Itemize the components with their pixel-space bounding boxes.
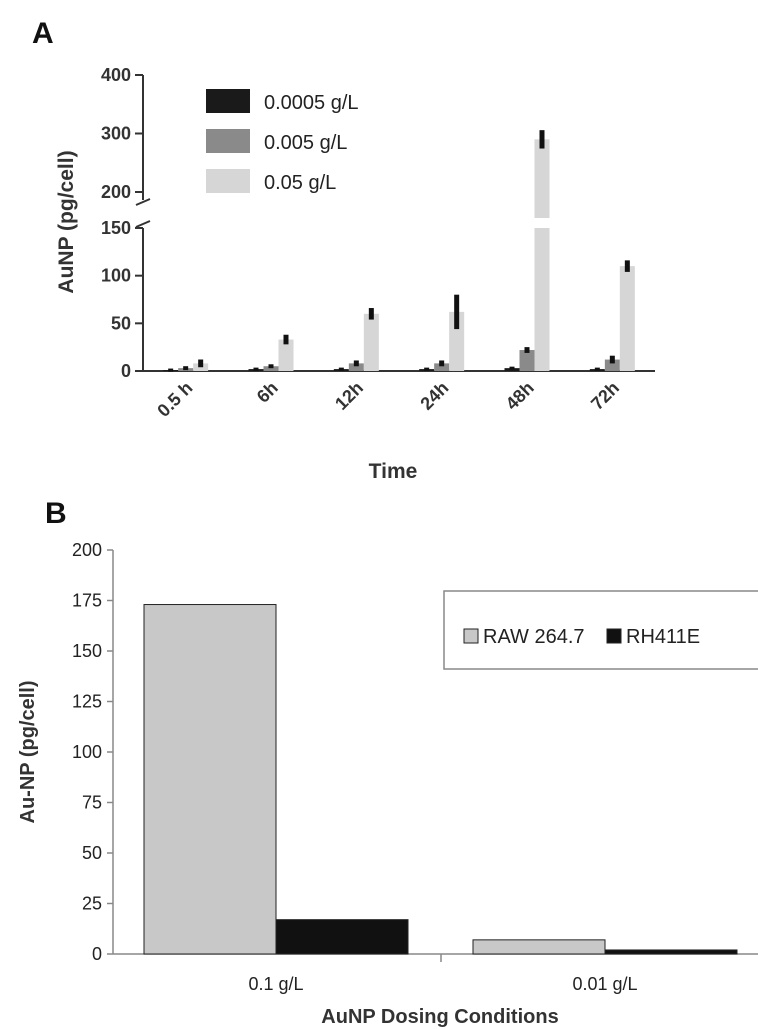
panel-b-label: B xyxy=(45,497,67,530)
legend-label-0-05-g-l: 0.05 g/L xyxy=(264,172,336,194)
bar-0-005-g-l-12h xyxy=(348,363,364,371)
y-tick-label: 200 xyxy=(101,182,131,202)
legend-swatch-0-0005-g-l xyxy=(206,89,250,113)
x-tick-label: 0.01 g/L xyxy=(572,974,637,994)
legend-label-raw-264-7: RAW 264.7 xyxy=(483,626,585,648)
y-tick-label: 100 xyxy=(101,266,131,286)
bar-rh411e-0-1-g-l xyxy=(275,919,409,955)
legend-swatch-raw-264-7 xyxy=(463,628,479,644)
error-bar xyxy=(509,366,515,370)
y-tick-label: 300 xyxy=(101,124,131,144)
error-bar xyxy=(253,367,259,371)
bar-0-005-g-l-6h xyxy=(263,366,279,371)
bar-0-005-g-l-72h xyxy=(604,359,620,371)
bar-0-05-g-l-6h xyxy=(278,339,294,371)
bar-0-05-g-l-48h xyxy=(534,228,550,371)
legend-label-0-005-g-l: 0.005 g/L xyxy=(264,132,347,154)
x-tick-label: 6h xyxy=(253,378,282,407)
bar-0-005-g-l-48h xyxy=(519,350,535,371)
x-tick-label: 72h xyxy=(587,378,623,414)
legend-label-rh411e: RH411E xyxy=(626,626,700,648)
y-tick-label: 125 xyxy=(72,692,102,712)
legend-swatch-rh411e xyxy=(606,628,622,644)
bar-rh411e-0-01-g-l xyxy=(604,949,738,955)
panel-a-chart: 0 50 100 150 200 300 400 AuNP (pg/cell) 0.5 h 6h 1… xyxy=(55,65,655,483)
bar-raw-264-7-0-1-g-l xyxy=(143,604,277,955)
error-bar xyxy=(338,367,344,371)
error-bar xyxy=(594,367,600,371)
error-bar xyxy=(539,130,545,149)
error-bar xyxy=(283,334,289,345)
panel-a-label: A xyxy=(32,17,54,50)
y-tick-label: 75 xyxy=(82,793,102,813)
error-bar xyxy=(198,359,204,368)
y-tick-label: 150 xyxy=(101,218,131,238)
y-tick-label: 200 xyxy=(72,540,102,560)
error-bar xyxy=(624,260,630,272)
y-tick-label: 100 xyxy=(72,742,102,762)
error-bar xyxy=(353,360,359,367)
y-axis-title: AuNP (pg/cell) xyxy=(55,150,78,293)
error-bar xyxy=(424,367,430,371)
x-tick-label: 48h xyxy=(502,378,538,414)
x-tick-label: 0.5 h xyxy=(153,378,196,421)
error-bar xyxy=(524,347,530,353)
legend-swatch-0-005-g-l xyxy=(206,129,250,153)
error-bar xyxy=(454,294,460,330)
bar-0-05-g-l-72h xyxy=(619,266,635,371)
y-tick-label: 0 xyxy=(121,361,131,381)
y-tick-label: 0 xyxy=(92,944,102,964)
x-tick-label: 0.1 g/L xyxy=(248,974,303,994)
x-tick-label: 12h xyxy=(331,378,367,414)
y-tick-label: 400 xyxy=(101,65,131,85)
error-bar xyxy=(168,368,174,372)
legend-swatch-0-05-g-l xyxy=(206,169,250,193)
x-axis-title: Time xyxy=(369,460,418,483)
y-tick-label: 50 xyxy=(82,843,102,863)
axis-break-mark xyxy=(135,198,151,206)
axis-break-mark xyxy=(135,220,151,228)
bar-raw-264-7-0-01-g-l xyxy=(472,939,606,955)
legend-label-0-0005-g-l: 0.0005 g/L xyxy=(264,92,359,114)
y-axis-title: Au-NP (pg/cell) xyxy=(17,681,39,824)
bar-0-05-g-l-24h xyxy=(449,311,465,371)
y-tick-label: 175 xyxy=(72,591,102,611)
bar-0-005-g-l-24h xyxy=(434,363,450,371)
y-tick-label: 150 xyxy=(72,641,102,661)
panel-b-chart: 0 25 50 75 100 125 150 175 200 0.1 g/L 0.01 g/L Au-… xyxy=(17,540,758,1028)
error-bar xyxy=(609,355,615,364)
error-bar xyxy=(439,360,445,367)
x-tick-label: 24h xyxy=(416,378,452,414)
error-bar xyxy=(368,308,374,320)
error-bar xyxy=(268,364,274,369)
y-tick-label: 50 xyxy=(111,313,131,333)
bar-0-05-g-l-12h xyxy=(363,313,379,371)
bar-0-05-g-l-48h xyxy=(534,139,550,218)
y-tick-label: 25 xyxy=(82,894,102,914)
x-axis-title: AuNP Dosing Conditions xyxy=(321,1006,558,1028)
legend-box xyxy=(443,590,758,670)
error-bar xyxy=(183,366,189,371)
